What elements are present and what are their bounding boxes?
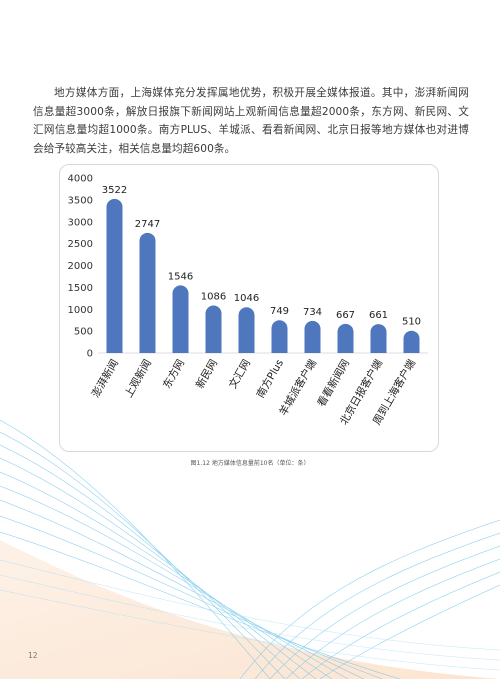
bar <box>205 305 222 353</box>
x-tick-label: 东方网 <box>160 357 187 391</box>
bar-chart-svg: 0 500 1000 1500 2000 2500 3000 3500 4000 3522 澎湃新闻… <box>68 174 428 427</box>
bar <box>304 320 321 353</box>
x-tick-label: 上观新闻 <box>122 357 154 400</box>
x-tick-label: 文汇网 <box>226 357 253 391</box>
y-tick-label: 4000 <box>68 174 93 185</box>
y-tick-label: 3500 <box>68 195 93 206</box>
x-tick-label: 南方Plus <box>254 357 286 400</box>
y-tick-label: 3000 <box>68 217 93 228</box>
data-label: 1546 <box>168 271 193 282</box>
y-tick-label: 2000 <box>68 261 93 272</box>
bar <box>403 330 420 353</box>
data-label: 2747 <box>135 219 160 230</box>
bar <box>238 307 255 353</box>
data-label: 3522 <box>102 185 127 196</box>
data-label: 510 <box>402 317 421 328</box>
y-tick-label: 1000 <box>68 305 93 316</box>
y-tick-label: 500 <box>74 327 93 338</box>
bar <box>139 232 156 353</box>
bar <box>106 198 123 353</box>
data-label: 734 <box>303 307 322 318</box>
body-paragraph: 地方媒体方面，上海媒体充分发挥属地优势，积极开展全媒体报道。其中，澎湃新闻网信息… <box>33 87 469 155</box>
data-label: 1046 <box>234 293 259 304</box>
bar <box>370 324 387 353</box>
bar <box>337 323 354 353</box>
x-tick-label: 看看新闻网 <box>315 357 353 409</box>
x-tick-label: 新民网 <box>193 357 220 391</box>
y-tick-label: 2500 <box>68 239 93 250</box>
data-label: 749 <box>270 306 289 317</box>
y-tick-label: 0 <box>87 349 93 360</box>
bar <box>172 285 189 353</box>
page-number: 12 <box>28 651 38 660</box>
figure-caption: 图1.12 地方媒体信息量前10名（单位：条） <box>190 460 310 467</box>
data-label: 667 <box>336 310 355 321</box>
bar-chart: 0 500 1000 1500 2000 2500 3000 3500 4000 3522 澎湃新闻… <box>59 164 439 452</box>
x-tick-label: 澎湃新闻 <box>89 357 121 400</box>
bar <box>271 320 288 353</box>
data-label: 661 <box>369 310 388 321</box>
data-label: 1086 <box>201 291 226 302</box>
y-tick-label: 1500 <box>68 283 93 294</box>
